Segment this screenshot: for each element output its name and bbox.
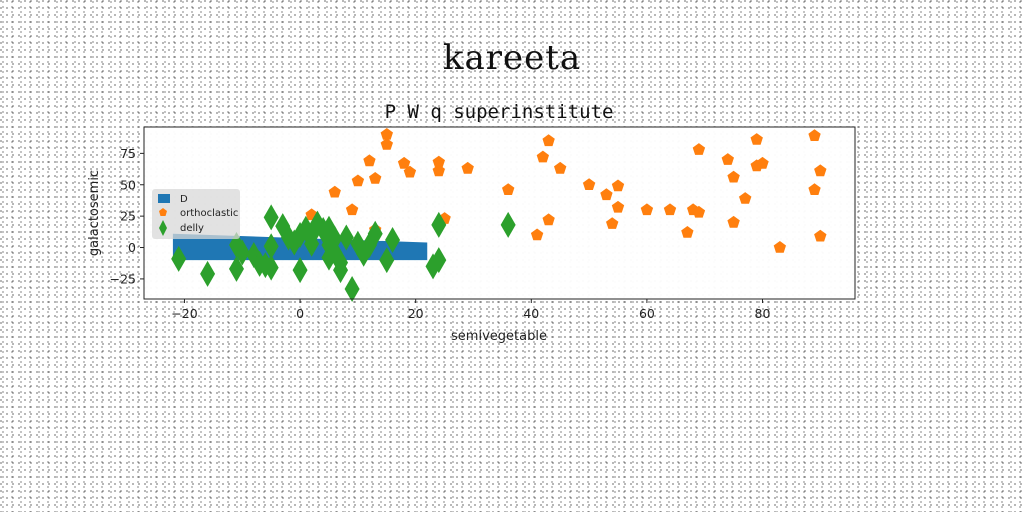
orthoclastic-point [380,138,393,150]
delly-point [500,211,516,238]
orthoclastic-point [721,153,734,165]
delly-point [292,257,308,284]
orthoclastic-point [681,226,694,238]
orthoclastic-point [363,154,376,167]
orthoclastic-point [351,174,365,187]
orthoclastic-point [536,150,549,163]
delly-point [228,255,244,282]
delly-point [431,211,447,238]
orthoclastic-point [727,170,740,183]
delly-point [379,247,395,274]
orthoclastic-point [554,161,567,174]
orthoclastic-point [461,161,474,174]
orthoclastic-point [692,143,706,155]
orthoclastic-point [542,213,555,226]
x-tick-label: 80 [755,306,771,321]
orthoclastic-point [663,203,677,216]
x-tick-label: 0 [296,306,304,321]
x-tick-label: −20 [171,306,197,321]
orthoclastic-point [600,188,613,201]
legend-swatch-orthoclastic [159,208,167,216]
plot-area [144,127,855,299]
delly-point [263,233,279,260]
legend: D orthoclastic delly [152,189,240,239]
orthoclastic-point [808,183,821,195]
orthoclastic-point [369,172,382,184]
orthoclastic-point [750,133,763,145]
orthoclastic-point [606,217,619,229]
orthoclastic-point [432,155,445,168]
orthoclastic-point [756,156,769,169]
orthoclastic-point [530,228,544,241]
orthoclastic-point [814,229,827,242]
orthoclastic-point [692,205,706,218]
legend-label-orthoclastic: orthoclastic [180,208,238,219]
orthoclastic-point [611,179,625,192]
delly-point [234,239,250,266]
delly-point [338,224,354,251]
y-tick-label: 50 [120,177,136,192]
orthoclastic-point [739,192,752,204]
delly-point [263,204,279,231]
legend-swatch-delly [159,220,167,236]
y-tick-label: 75 [120,146,136,161]
orthoclastic-point [397,156,411,169]
orthoclastic-point [640,203,654,216]
delly-point [367,220,383,247]
orthoclastic-point [814,164,827,177]
y-tick-label: −25 [110,271,136,286]
plot-title: P W q superinstitute [385,101,614,123]
legend-label-d: D [180,194,188,205]
x-axis-label: semivegetable [451,329,547,344]
legend-swatch-d [158,194,170,203]
plot-frame [143,126,856,300]
orthoclastic-point [611,200,625,213]
tick-layer: −20 0 20 40 60 80 −25 0 25 50 75 [110,146,771,321]
x-tick-label: 60 [639,306,655,321]
delly-point [327,239,343,266]
orthoclastic-point [403,165,417,178]
orthoclastic-point [328,185,341,198]
legend-box [152,189,240,239]
delly-point [344,275,360,302]
orthoclastic-point [808,129,821,141]
delly-point [171,245,187,272]
y-tick-label: 0 [128,240,136,255]
orthoclastic-point [502,183,515,195]
delly-point [431,247,447,274]
orthoclastic-point [582,178,596,190]
orthoclastic-layer [305,128,827,253]
orthoclastic-point [380,128,393,140]
y-tick-label: 25 [120,209,136,224]
y-axis-label: galactosemic [87,170,102,256]
x-tick-label: 20 [408,306,424,321]
orthoclastic-point [727,215,740,228]
orthoclastic-point [345,203,359,216]
delly-point [333,257,349,284]
orthoclastic-point [773,241,786,253]
figure-suptitle: kareeta [442,38,582,78]
delly-point [327,225,343,252]
delly-layer [171,204,516,302]
x-tick-label: 40 [523,306,539,321]
delly-point [263,254,279,281]
legend-label-delly: delly [180,223,204,234]
orthoclastic-point [542,134,555,147]
delly-point [385,226,401,253]
delly-point [304,230,320,257]
delly-point [200,260,216,287]
